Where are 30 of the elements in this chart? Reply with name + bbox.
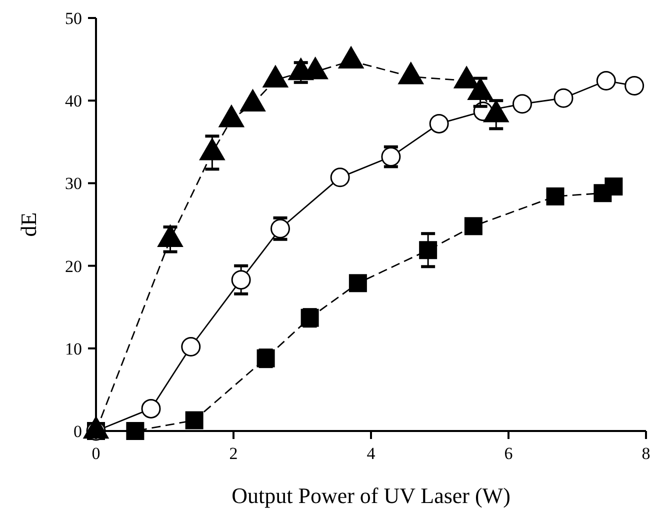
- point: [330, 168, 350, 188]
- y-axis-title: dE: [16, 212, 41, 237]
- point: [231, 270, 251, 290]
- y-tick-label: 30: [65, 174, 82, 194]
- y-tick-label: 10: [65, 339, 82, 358]
- point: [348, 274, 367, 292]
- y-tick-label: 20: [65, 256, 82, 276]
- x-axis-title: Output Power of UV Laser (W): [232, 483, 510, 508]
- point: [181, 337, 201, 356]
- point: [429, 114, 449, 134]
- point: [512, 94, 532, 114]
- point: [185, 411, 204, 430]
- x-tick-label: 2: [229, 444, 238, 463]
- x-tick-label: 8: [642, 444, 650, 463]
- point: [141, 398, 161, 418]
- x-tick-label: 0: [92, 444, 100, 463]
- y-tick-label: 0: [74, 422, 82, 441]
- x-tick-label: 4: [366, 444, 376, 463]
- point: [381, 147, 401, 167]
- point: [546, 187, 564, 206]
- point: [604, 178, 623, 196]
- point: [624, 76, 644, 96]
- x-tick-label: 6: [504, 444, 513, 463]
- y-tick-label: 40: [65, 92, 82, 111]
- point: [464, 217, 482, 236]
- y-tick-label: 50: [65, 8, 82, 28]
- point: [270, 218, 290, 238]
- point: [596, 71, 616, 91]
- point: [419, 241, 438, 260]
- point: [554, 88, 574, 108]
